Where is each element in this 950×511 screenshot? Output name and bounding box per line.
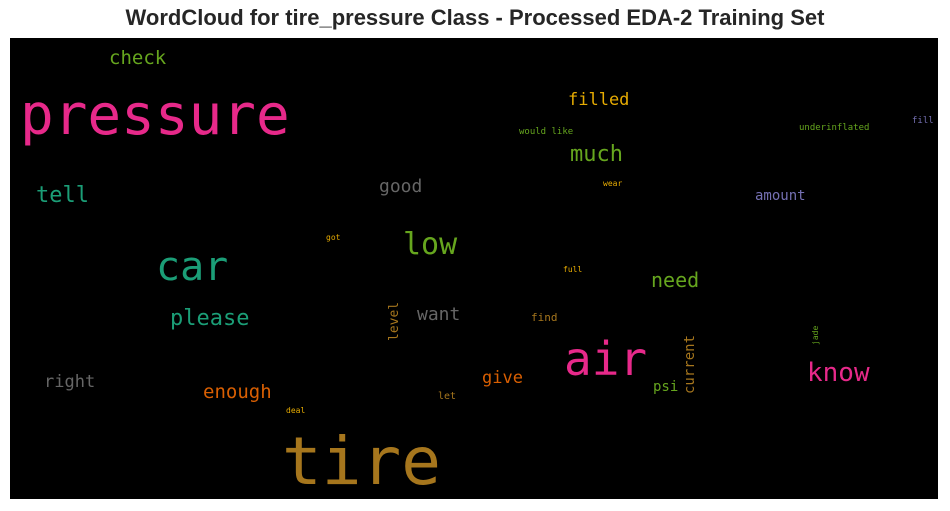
word-check: check xyxy=(109,47,167,69)
word-want: want xyxy=(417,304,461,325)
word-got: got xyxy=(326,233,341,242)
word-wear: wear xyxy=(603,179,623,188)
word-filled: filled xyxy=(568,90,630,110)
word-give: give xyxy=(482,368,523,388)
word-amount: amount xyxy=(755,188,806,204)
word-jade: jade xyxy=(811,325,820,345)
word-tell: tell xyxy=(36,183,89,208)
word-would-like: would like xyxy=(519,127,574,137)
word-current: current xyxy=(682,334,698,394)
word-deal: deal xyxy=(286,406,306,415)
word-underinflated: underinflated xyxy=(799,123,870,133)
word-please: please xyxy=(170,306,250,331)
word-right: right xyxy=(44,372,96,392)
word-car: car xyxy=(156,244,229,290)
word-know: know xyxy=(807,358,870,388)
word-tire: tire xyxy=(282,423,441,499)
word-psi: psi xyxy=(653,379,679,395)
word-much: much xyxy=(570,142,623,167)
word-let: let xyxy=(438,391,457,402)
word-fill: fill xyxy=(912,116,934,126)
word-level: level xyxy=(387,301,402,341)
word-cloud-canvas: pressure tire air car low know check tel… xyxy=(10,38,938,499)
word-good: good xyxy=(379,176,423,197)
word-air: air xyxy=(564,332,648,386)
chart-title: WordCloud for tire_pressure Class - Proc… xyxy=(125,5,825,30)
word-find: find xyxy=(531,311,558,324)
word-need: need xyxy=(651,268,700,292)
word-low: low xyxy=(403,227,458,262)
word-pressure: pressure xyxy=(20,83,290,148)
word-enough: enough xyxy=(203,381,272,403)
word-full: full xyxy=(563,265,583,274)
